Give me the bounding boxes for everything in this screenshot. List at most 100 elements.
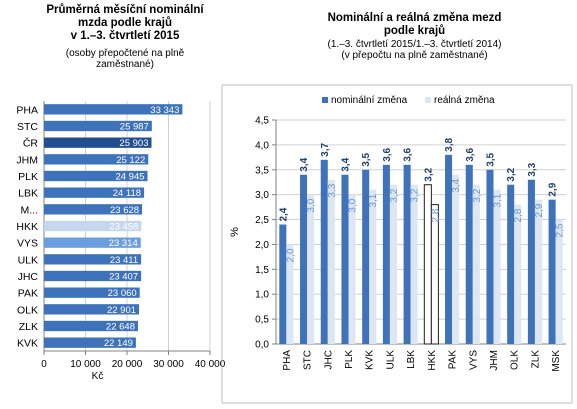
right-bar-real-label: 3,1 [368,193,379,207]
legend-swatch-nominal [322,97,328,103]
right-bar-real [472,184,480,344]
left-x-tick-label: 30 000 [153,359,184,370]
right-y-tick-label: 4,0 [255,140,269,151]
left-bar [44,120,152,132]
right-bar-real [430,204,439,345]
right-bar-nominal-label: 3,7 [320,142,331,156]
right-bar-real-label: 2,0 [285,248,296,262]
right-bar-nominal-label: 3,6 [465,147,476,161]
left-x-tick-label: 40 000 [195,359,226,370]
left-x-axis-title: Kč [92,371,104,382]
left-bar [44,254,142,265]
right-chart-subtitle: (1.–3. čtvrtletí 2015/1.–3. čtvrtletí 20… [262,39,567,61]
right-y-axis-title: % [229,227,241,237]
left-x-tick-label: 0 [41,359,47,370]
right-bar-real [389,184,397,344]
right-category-label: ULK [385,350,396,370]
right-bar-real [534,199,542,344]
right-y-tick-label: 3,0 [255,190,269,201]
left-bar-value-label: 22 648 [106,322,135,333]
right-bar-real [327,179,335,344]
right-bar-nominal [507,184,515,344]
right-bar-real-label: 3,0 [348,198,359,212]
right-bar-nominal [527,179,535,344]
right-bar-real-label: 3,2 [389,188,400,202]
right-bar-nominal-label: 3,6 [403,147,414,161]
right-category-label: KVK [365,350,376,370]
left-category-label: JHM [16,154,38,166]
right-bar-nominal-label: 2,4 [278,207,289,221]
right-bar-nominal-label: 3,4 [340,157,351,171]
right-bar-nominal [445,154,453,344]
right-y-tick-label: 1,5 [255,265,269,276]
left-bar [44,187,145,198]
right-category-label: LBK [406,350,417,369]
right-bar-real [514,204,522,344]
left-bar [44,237,141,248]
right-category-label: PHA [282,350,293,371]
right-bar-real-label: 3,1 [493,193,504,207]
right-bar-nominal [548,199,556,344]
right-bar-nominal-label: 3,5 [361,152,372,166]
left-category-label: OLK [17,304,38,316]
left-bar [44,220,142,232]
left-bar-value-label: 33 343 [150,105,179,116]
right-category-label: VYS [468,350,479,370]
right-bar-nominal [465,164,473,344]
legend-label-nominal: nominální změna [331,95,408,106]
right-y-tick-label: 3,5 [255,165,269,176]
right-bar-real [369,189,377,344]
left-bar [44,320,138,332]
left-category-label: VYS [17,238,38,250]
right-category-label: PAK [448,350,459,370]
right-category-label: JHC [323,350,334,369]
right-bar-nominal-label: 3,4 [299,157,310,171]
left-category-label: LBK [18,188,38,200]
left-bar-value-label: 25 987 [120,122,149,133]
right-y-tick-label: 1,0 [255,290,269,301]
right-bar-real [493,189,501,344]
left-bar-value-label: 23 458 [109,222,138,233]
left-chart-title: Průměrná měsíční nominální mzda podle kr… [10,4,240,43]
left-bar-value-label: 24 945 [115,172,144,183]
left-bar-value-label: 23 060 [108,288,137,299]
right-bar-nominal-label: 3,2 [423,167,434,181]
legend-label-real: reálná změna [434,95,495,106]
right-bar-real-label: 3,4 [451,178,462,192]
right-y-tick-label: 2,5 [255,215,269,226]
right-bar-real-label: 2,5 [555,223,566,237]
left-subtitle-line-1: (osoby přepočtené na plně [65,48,185,59]
right-bar-nominal-label: 3,3 [527,162,538,176]
left-category-label: ZLK [19,321,38,333]
right-bar-real [452,174,460,344]
left-bar-value-label: 23 314 [109,238,138,249]
left-category-label: ULK [18,254,38,266]
left-bar-value-label: 22 901 [107,305,136,316]
right-bar-real-label: 2,8 [513,208,524,222]
right-bar-nominal [300,174,308,344]
right-bar-nominal [423,184,432,345]
right-bar-nominal [382,164,390,344]
right-bar-real-label: 3,2 [410,188,421,202]
legend-swatch-real [425,97,431,103]
left-category-label: KVK [17,338,38,350]
right-category-label: JHM [489,350,500,371]
right-bar-nominal-label: 3,6 [382,147,393,161]
left-bar [44,170,148,182]
left-bar-value-label: 23 411 [110,255,138,266]
left-category-label: PAK [18,288,38,300]
right-bar-nominal [362,169,370,344]
right-title-line-1: Nominální a reálná změna mezd [327,12,502,24]
right-category-label: OLK [510,350,521,370]
left-category-label: PHA [16,104,38,116]
right-bar-real [555,219,563,344]
left-subtitle-line-2: zaměstnané) [96,59,154,70]
right-title-line-2: podle krajů [383,25,446,37]
right-bar-real [307,194,315,344]
left-title-line-3: v 1.–3. čtvrtletí 2015 [70,30,180,42]
right-category-label: HKK [427,350,438,371]
left-bar [44,337,136,348]
right-bar-nominal-label: 2,9 [548,182,559,196]
left-bar [44,154,149,165]
right-bar-real-label: 3,3 [327,183,338,197]
